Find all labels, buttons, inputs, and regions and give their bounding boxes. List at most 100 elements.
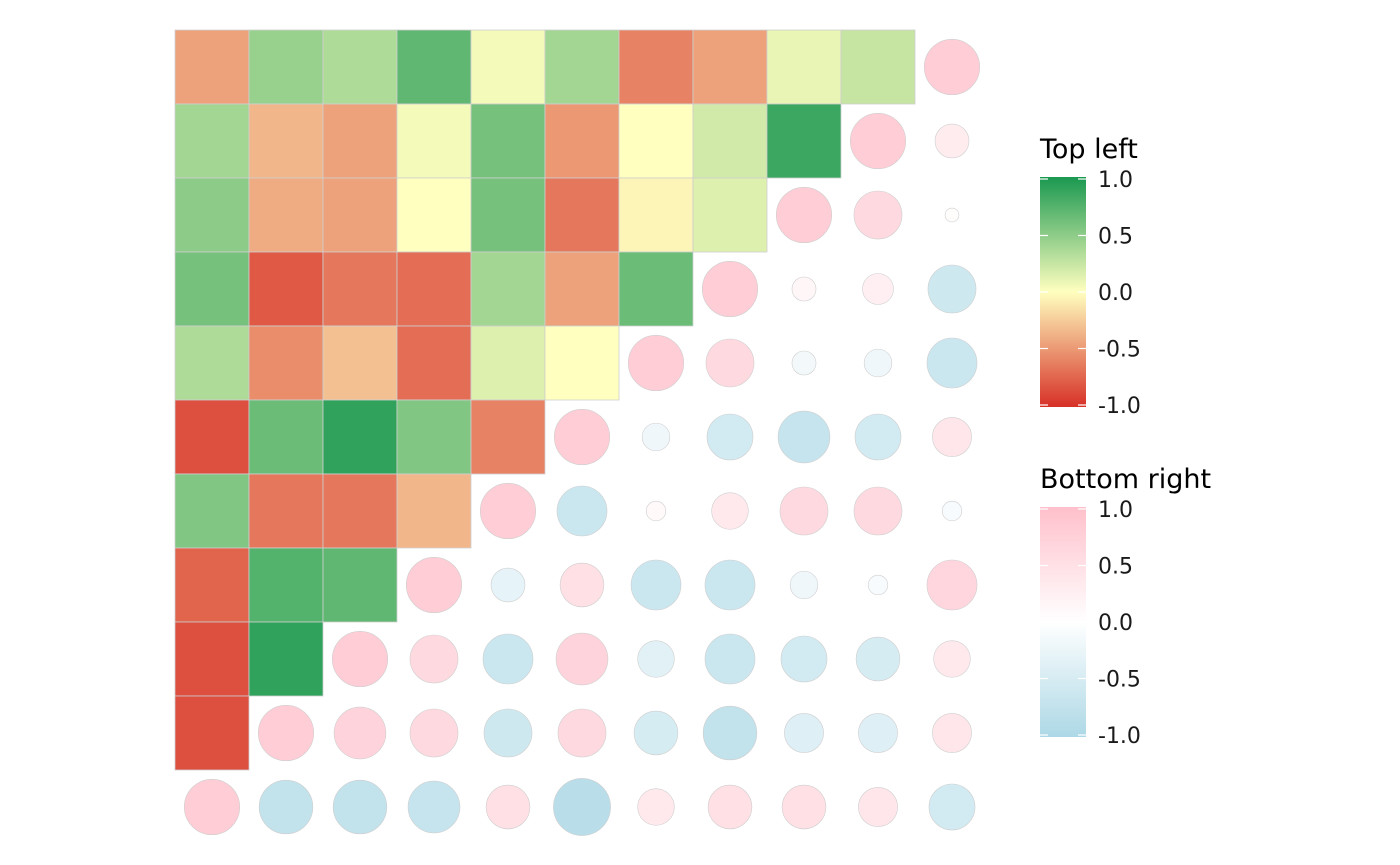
tile-r1-c10 [840, 29, 916, 105]
legend-title-bottom-right: Bottom right [1040, 464, 1211, 495]
circle-r4-c11 [927, 264, 977, 314]
circle-r9-c6 [555, 632, 609, 686]
bottom-right-tick-label: -1.0 [1098, 724, 1141, 749]
tile-r1-c6 [544, 29, 620, 105]
circle-r8-c8 [704, 559, 756, 611]
tile-r1-c4 [396, 29, 472, 105]
circle-r5-c7 [627, 334, 685, 392]
tile-r1-c5 [470, 29, 546, 105]
tile-r4-c5 [470, 251, 546, 327]
tile-r8-c1 [174, 547, 250, 623]
bottom-right-tick-label: 1.0 [1098, 498, 1133, 523]
circle-r7-c8 [711, 492, 749, 530]
tile-r7-c1 [174, 473, 250, 549]
tile-r4-c1 [174, 251, 250, 327]
tile-r4-c3 [322, 251, 398, 327]
legend-ticks-bottom-right: 1.0 0.5 0.0 -0.5 -1.0 [1040, 498, 1141, 749]
legend-ticks-top-left: 1.0 0.5 0.0 -0.5 -1.0 [1040, 168, 1141, 419]
tile-r3-c5 [470, 177, 546, 253]
tile-r1-c9 [766, 29, 842, 105]
circle-r11-c11 [928, 783, 976, 831]
tile-r5-c6 [544, 325, 620, 401]
circle-r10-c2 [257, 704, 315, 762]
circle-r5-c8 [705, 338, 755, 388]
legend-top-left: Top left 1.0 0.5 0.0 -0.5 -1.0 [1039, 134, 1141, 419]
tile-r10-c1 [174, 695, 250, 771]
circle-r6-c8 [706, 413, 754, 461]
tile-r6-c3 [322, 399, 398, 475]
top-left-tick-label: 0.0 [1098, 281, 1133, 306]
top-left-tick-label: 0.5 [1098, 225, 1133, 250]
circle-r4-c8 [701, 260, 759, 318]
circle-r10-c7 [633, 710, 679, 756]
tile-r4-c2 [248, 251, 324, 327]
circle-r10-c5 [483, 708, 533, 758]
circle-r5-c10 [863, 348, 893, 378]
circle-r7-c5 [479, 482, 537, 540]
tile-r4-c6 [544, 251, 620, 327]
circle-r8-c4 [405, 556, 463, 614]
tile-r7-c3 [322, 473, 398, 549]
circle-r3-c10 [853, 190, 903, 240]
top-left-tick-label: -0.5 [1098, 338, 1141, 363]
circle-r8-c7 [630, 559, 682, 611]
tile-r6-c2 [248, 399, 324, 475]
tile-r5-c4 [396, 325, 472, 401]
circle-r11-c8 [707, 784, 753, 830]
tile-r6-c5 [470, 399, 546, 475]
tile-r1-c2 [248, 29, 324, 105]
tile-r3-c1 [174, 177, 250, 253]
tile-r1-c1 [174, 29, 250, 105]
circle-r9-c5 [482, 633, 534, 685]
tile-r2-c8 [692, 103, 768, 179]
tile-r3-c4 [396, 177, 472, 253]
tile-r7-c4 [396, 473, 472, 549]
tile-r7-c2 [248, 473, 324, 549]
circle-r10-c9 [784, 713, 824, 753]
circle-r9-c8 [704, 633, 756, 685]
circle-r11-c1 [183, 778, 241, 836]
legend-title-top-left: Top left [1039, 134, 1138, 165]
top-left-tick-label: 1.0 [1098, 168, 1133, 193]
tile-r2-c7 [618, 103, 694, 179]
circle-r7-c6 [556, 485, 608, 537]
lower-right-circles [183, 38, 981, 836]
tile-r8-c2 [248, 547, 324, 623]
circle-r8-c9 [789, 570, 819, 600]
circle-r5-c9 [791, 350, 817, 376]
circle-r11-c6 [553, 778, 611, 836]
tile-r2-c5 [470, 103, 546, 179]
circle-r6-c7 [641, 422, 671, 452]
circle-r9-c7 [637, 640, 675, 678]
circle-r6-c10 [854, 413, 902, 461]
circle-r3-c9 [775, 186, 833, 244]
tile-r3-c3 [322, 177, 398, 253]
circle-r8-c11 [926, 559, 978, 611]
tile-r2-c3 [322, 103, 398, 179]
circle-r8-c6 [559, 562, 605, 608]
bottom-right-tick-label: 0.0 [1098, 611, 1133, 636]
circle-r9-c11 [933, 640, 971, 678]
circle-r3-c11 [944, 207, 960, 223]
circle-r10-c3 [333, 706, 387, 760]
tile-r2-c6 [544, 103, 620, 179]
tile-r9-c2 [248, 621, 324, 697]
circle-r10-c4 [409, 708, 459, 758]
tile-r2-c4 [396, 103, 472, 179]
circle-r11-c2 [258, 779, 314, 835]
tile-r5-c5 [470, 325, 546, 401]
circle-r1-c11 [923, 38, 981, 96]
tile-r1-c8 [692, 29, 768, 105]
bottom-right-tick-label: -0.5 [1098, 668, 1141, 693]
circle-r7-c11 [941, 500, 963, 522]
circle-r11-c5 [485, 784, 531, 830]
tile-r5-c2 [248, 325, 324, 401]
circle-r8-c5 [490, 567, 526, 603]
upper-left-tiles [174, 29, 916, 771]
circle-r10-c6 [557, 708, 607, 758]
legend-bottom-right: Bottom right 1.0 0.5 0.0 -0.5 -1.0 [1040, 464, 1211, 749]
tile-r6-c4 [396, 399, 472, 475]
circle-r10-c10 [858, 713, 898, 753]
circle-r9-c3 [331, 630, 389, 688]
